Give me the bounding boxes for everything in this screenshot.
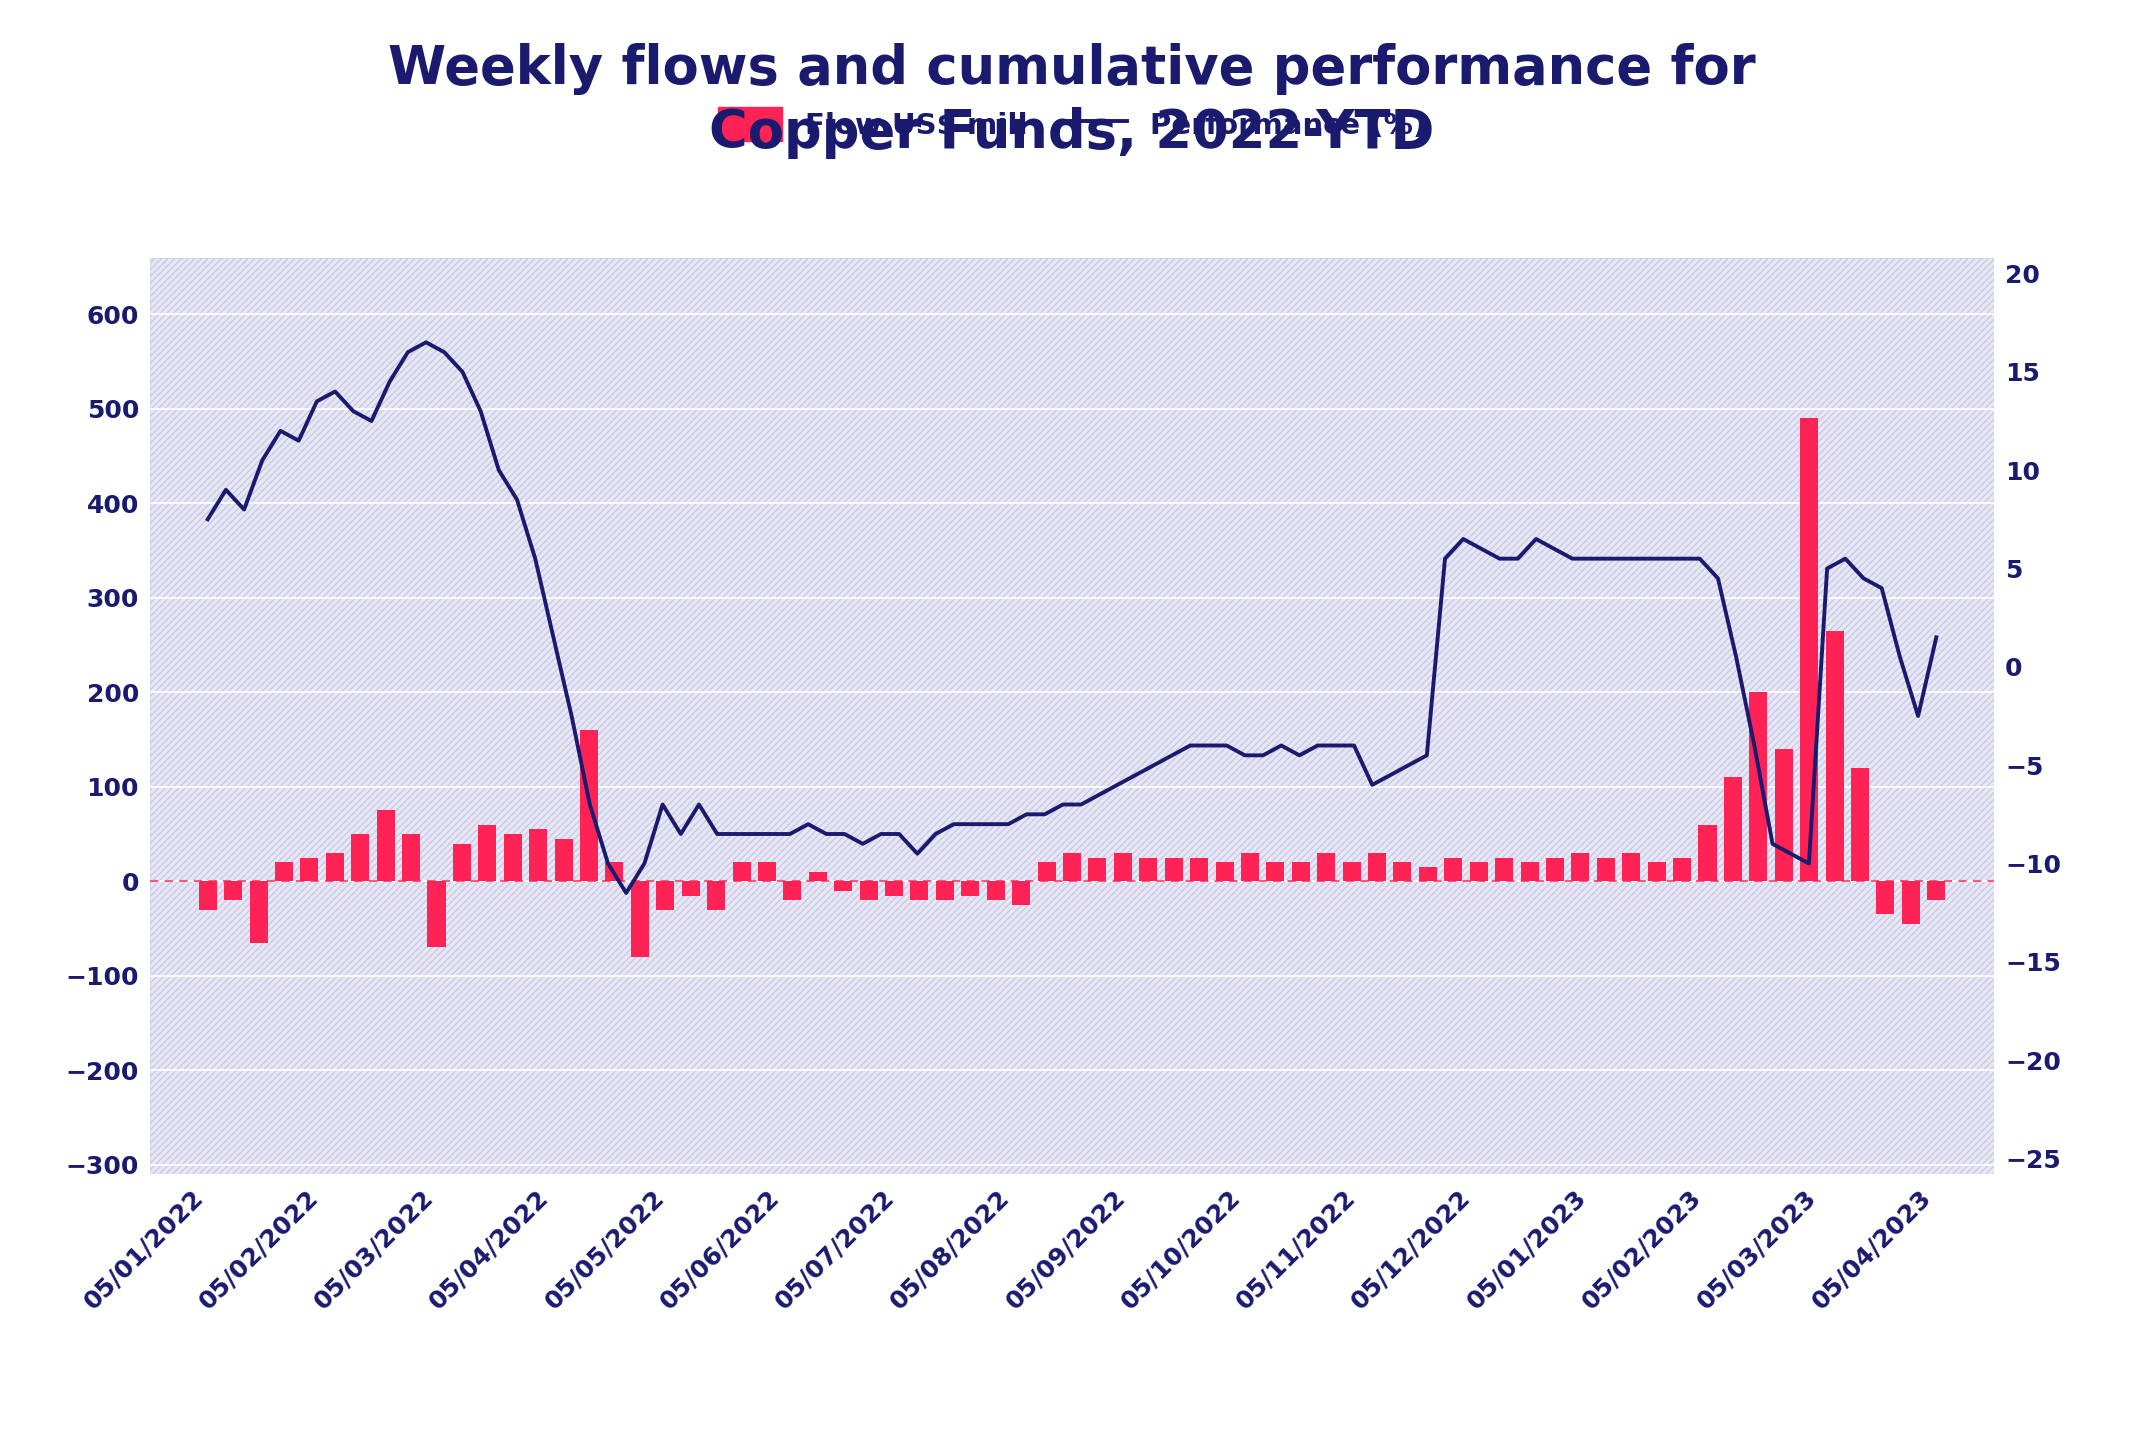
Bar: [1063, 853, 1081, 881]
Bar: [1445, 858, 1462, 881]
Bar: [1394, 862, 1411, 881]
Bar: [759, 862, 776, 881]
Bar: [1494, 858, 1514, 881]
Bar: [808, 872, 828, 881]
Bar: [860, 881, 877, 901]
Bar: [504, 833, 521, 881]
Bar: [656, 881, 675, 909]
Bar: [478, 825, 497, 881]
Text: Weekly flows and cumulative performance for
Copper Funds, 2022-YTD: Weekly flows and cumulative performance …: [388, 43, 1756, 159]
Bar: [885, 881, 903, 895]
Bar: [1038, 862, 1055, 881]
Bar: [1293, 862, 1310, 881]
Bar: [1775, 749, 1792, 881]
Bar: [530, 829, 547, 881]
Bar: [937, 881, 954, 901]
Bar: [1698, 825, 1717, 881]
Bar: [199, 881, 217, 909]
Bar: [961, 881, 980, 895]
Bar: [1902, 881, 1919, 924]
Bar: [911, 881, 928, 901]
Bar: [708, 881, 725, 909]
Bar: [1572, 853, 1589, 881]
Bar: [1597, 858, 1614, 881]
Bar: [326, 853, 343, 881]
Bar: [1927, 881, 1945, 901]
Legend: Flow US$ mill, Performance (%): Flow US$ mill, Performance (%): [718, 107, 1426, 142]
Bar: [377, 811, 394, 881]
Bar: [1368, 853, 1385, 881]
Bar: [1825, 632, 1844, 881]
Bar: [1520, 862, 1539, 881]
Bar: [1138, 858, 1158, 881]
Bar: [733, 862, 750, 881]
Bar: [1115, 853, 1132, 881]
Bar: [1241, 853, 1259, 881]
Bar: [1801, 418, 1818, 881]
Bar: [225, 881, 242, 901]
Bar: [300, 858, 319, 881]
Bar: [1316, 853, 1336, 881]
Bar: [1724, 778, 1741, 881]
Bar: [1672, 858, 1692, 881]
Bar: [1164, 858, 1183, 881]
Bar: [249, 881, 268, 942]
Bar: [1647, 862, 1666, 881]
Bar: [1190, 858, 1207, 881]
Bar: [1216, 862, 1233, 881]
Bar: [1012, 881, 1029, 905]
Bar: [452, 843, 472, 881]
Bar: [352, 833, 369, 881]
Bar: [1750, 693, 1767, 881]
Bar: [1546, 858, 1563, 881]
Bar: [1469, 862, 1488, 881]
Bar: [581, 730, 598, 881]
Bar: [1089, 858, 1106, 881]
Bar: [783, 881, 802, 901]
Bar: [986, 881, 1006, 901]
Bar: [605, 862, 624, 881]
Bar: [555, 839, 572, 881]
Bar: [1850, 768, 1870, 881]
Bar: [1267, 862, 1284, 881]
Bar: [682, 881, 699, 895]
Bar: [1876, 881, 1895, 915]
Bar: [1419, 868, 1436, 881]
Bar: [1623, 853, 1640, 881]
Bar: [1342, 862, 1361, 881]
Bar: [630, 881, 650, 957]
Bar: [834, 881, 851, 891]
Bar: [274, 862, 294, 881]
Bar: [427, 881, 446, 948]
Bar: [403, 833, 420, 881]
